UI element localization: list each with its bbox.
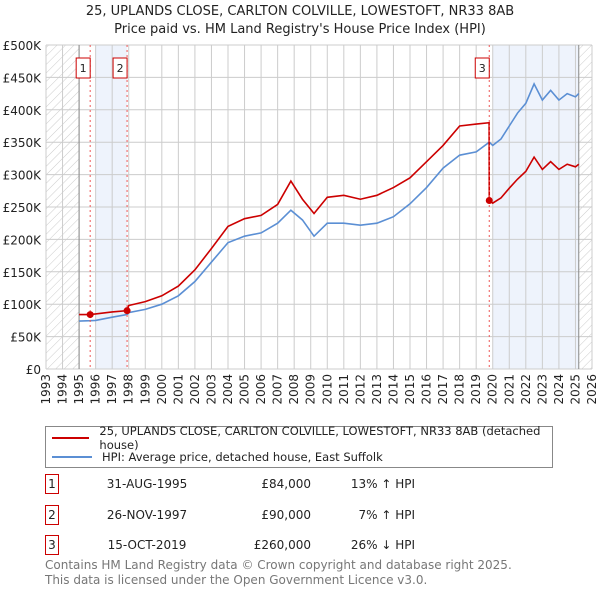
x-tick-label: 2019 xyxy=(469,374,483,405)
sale-hpi-diff: 13% ↑ HPI xyxy=(350,477,415,491)
y-tick-label: £300K xyxy=(3,169,43,183)
legend-label: HPI: Average price, detached house, East… xyxy=(102,450,383,464)
series-line-property xyxy=(79,121,580,316)
x-tick-label: 2014 xyxy=(386,374,400,405)
sale-hpi-diff: 7% ↑ HPI xyxy=(358,508,415,522)
y-tick-label: £450K xyxy=(3,71,43,85)
legend-item-property: 25, UPLANDS CLOSE, CARLTON COLVILLE, LOW… xyxy=(52,424,552,452)
y-tick-label: £100K xyxy=(3,298,43,312)
x-tick-label: 1999 xyxy=(138,374,152,405)
x-tick-label: 2003 xyxy=(204,374,218,405)
x-tick-label: 1998 xyxy=(122,374,136,405)
chart-subtitle: Price paid vs. HM Land Registry's House … xyxy=(114,22,486,37)
sale-point xyxy=(485,197,493,205)
x-tick-label: 2021 xyxy=(502,374,516,405)
footer-copyright: Contains HM Land Registry data © Crown c… xyxy=(45,558,512,572)
sale-date: 15-OCT-2019 xyxy=(107,538,187,552)
sale-number: 3 xyxy=(45,535,59,555)
x-tick-label: 2020 xyxy=(486,374,500,405)
x-tick-label: 2023 xyxy=(535,374,549,405)
x-tick-label: 1993 xyxy=(39,374,53,405)
x-tick-label: 2004 xyxy=(221,374,235,405)
y-tick-label: £50K xyxy=(10,331,42,345)
sale-label-box xyxy=(112,57,128,79)
x-tick-label: 2018 xyxy=(453,374,467,405)
x-tick-label: 2024 xyxy=(552,374,566,405)
series-line-hpi xyxy=(79,81,580,322)
x-tick-label: 1994 xyxy=(56,374,70,405)
x-tick-label: 2016 xyxy=(420,374,434,405)
x-tick-label: 2017 xyxy=(436,374,450,405)
y-tick-label: £500K xyxy=(3,39,43,53)
x-tick-label: 2005 xyxy=(238,374,252,405)
x-tick-label: 2006 xyxy=(254,374,268,405)
legend-item-hpi: HPI: Average price, detached house, East… xyxy=(52,448,383,466)
x-tick-label: 2012 xyxy=(353,374,367,405)
x-tick-label: 2000 xyxy=(155,374,169,405)
sale-price: £84,000 xyxy=(261,477,311,491)
legend-label: 25, UPLANDS CLOSE, CARLTON COLVILLE, LOW… xyxy=(99,424,541,452)
sale-point xyxy=(123,307,131,315)
x-tick-label: 2007 xyxy=(271,374,285,405)
sale-date: 31-AUG-1995 xyxy=(106,477,188,491)
y-tick-label: £0 xyxy=(26,363,41,377)
x-tick-label: 1995 xyxy=(72,374,86,405)
x-tick-label: 2010 xyxy=(320,374,334,405)
x-tick-label: 2009 xyxy=(304,374,318,405)
x-tick-label: 2022 xyxy=(519,374,533,405)
price-chart: 1993 1994 1995 1996 1997 1998 1999 2000 2001 2002… xyxy=(3,39,599,405)
sale-label: 3 xyxy=(479,62,486,75)
x-tick-label: 2008 xyxy=(287,374,301,405)
footer-licence: This data is licensed under the Open Gov… xyxy=(45,573,428,587)
sale-row: 2 26-NOV-1997 £90,000 7% ↑ HPI xyxy=(45,505,445,525)
sale-row: 1 31-AUG-1995 £84,000 13% ↑ HPI xyxy=(45,474,445,494)
sale-label-box xyxy=(474,57,490,79)
x-tick-label: 2001 xyxy=(171,374,185,405)
legend-swatch-hpi xyxy=(52,456,92,458)
y-tick-label: £250K xyxy=(3,201,43,215)
legend: 25, UPLANDS CLOSE, CARLTON COLVILLE, LOW… xyxy=(45,424,553,468)
sale-label-box xyxy=(75,57,91,79)
sale-price: £260,000 xyxy=(253,538,311,552)
x-tick-label: 2002 xyxy=(188,374,202,405)
sale-number: 1 xyxy=(45,474,59,494)
legend-swatch-property xyxy=(52,437,90,439)
sale-hpi-diff: 26% ↓ HPI xyxy=(350,538,415,552)
y-tick-label: £200K xyxy=(3,233,43,247)
sale-point xyxy=(86,311,94,319)
x-tick-label: 2013 xyxy=(370,374,384,405)
chart-title: 25, UPLANDS CLOSE, CARLTON COLVILLE, LOW… xyxy=(85,4,515,19)
y-tick-label: £350K xyxy=(3,136,43,150)
sale-row: 3 15-OCT-2019 £260,000 26% ↓ HPI xyxy=(45,535,445,555)
sale-label: 1 xyxy=(80,62,87,75)
sale-date: 26-NOV-1997 xyxy=(106,508,188,522)
x-tick-label: 1996 xyxy=(89,374,103,405)
sale-number: 2 xyxy=(45,505,59,525)
sale-label: 2 xyxy=(117,62,124,75)
y-tick-label: £150K xyxy=(3,266,43,280)
x-tick-label: 2025 xyxy=(568,374,582,405)
x-tick-label: 2026 xyxy=(585,374,599,405)
x-tick-label: 1997 xyxy=(105,374,119,405)
x-tick-label: 2011 xyxy=(337,374,351,405)
y-tick-label: £400K xyxy=(3,104,43,118)
sale-price: £90,000 xyxy=(261,508,311,522)
x-tick-label: 2015 xyxy=(403,374,417,405)
